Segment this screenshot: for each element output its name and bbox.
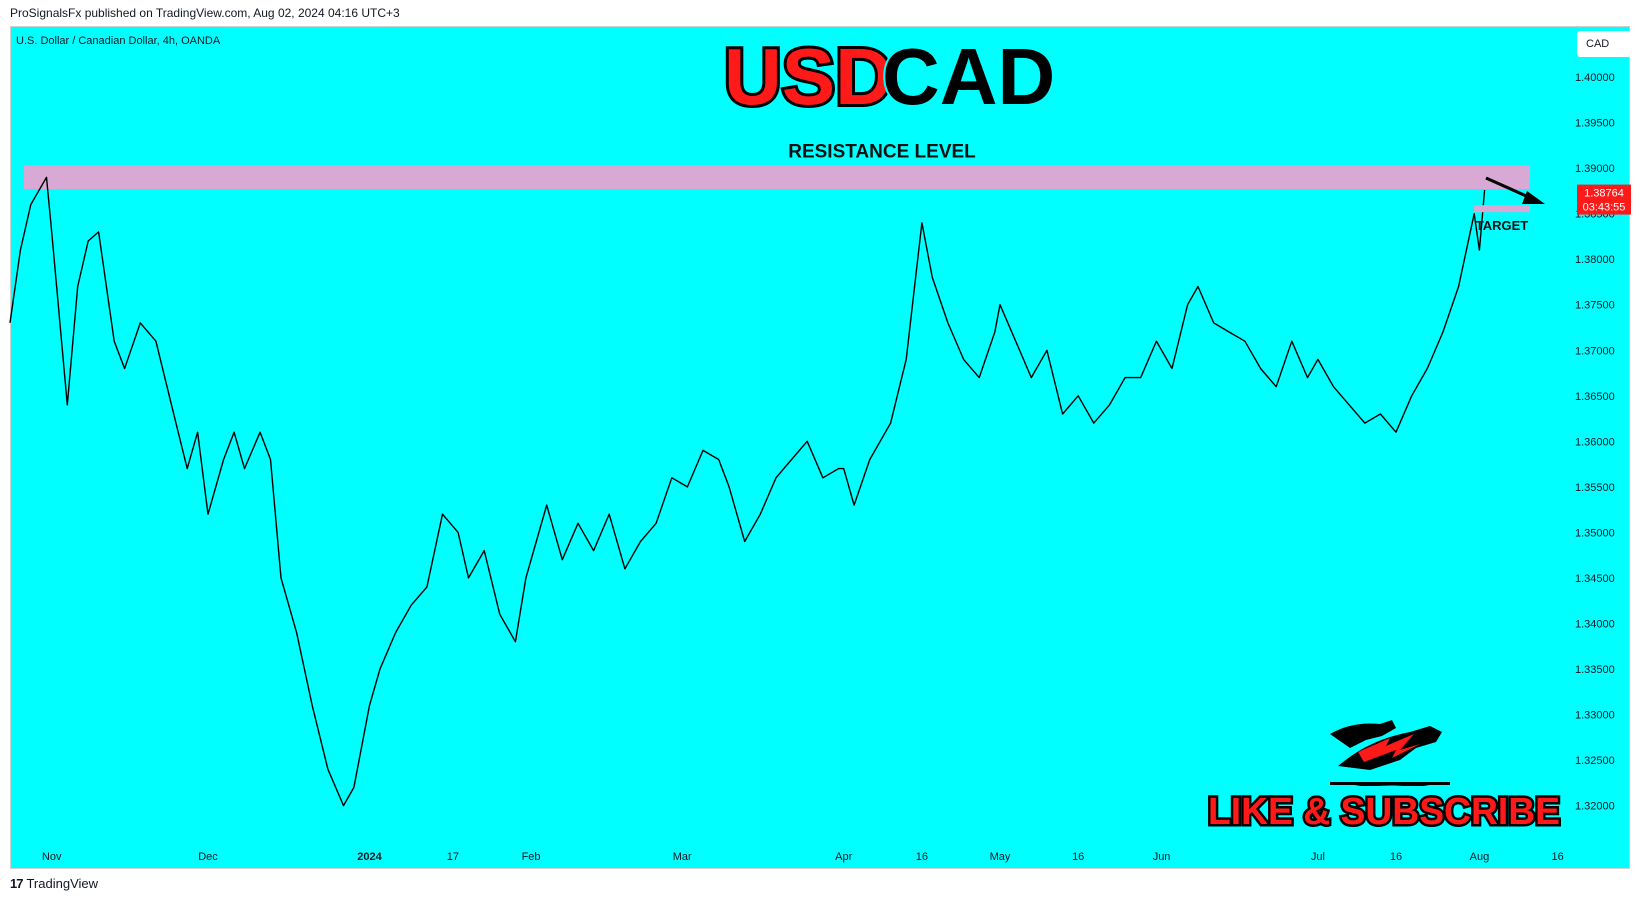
- y-tick-label: 1.35000: [1575, 527, 1615, 539]
- y-tick-label: 1.37000: [1575, 345, 1615, 357]
- x-tick-label: 16: [1072, 851, 1084, 863]
- x-tick-label: Aug: [1470, 851, 1490, 863]
- x-tick-label: Dec: [198, 851, 218, 863]
- tradingview-brand[interactable]: TradingView: [26, 876, 99, 891]
- y-tick-label: 1.39500: [1575, 118, 1615, 130]
- x-tick-label: Nov: [42, 851, 62, 863]
- x-tick-label: May: [990, 851, 1011, 863]
- like-subscribe-text: LIKE & SUBSCRIBE: [1208, 791, 1560, 833]
- x-tick-label: Jun: [1153, 851, 1171, 863]
- y-tick-label: 1.40000: [1575, 72, 1615, 84]
- publisher-header: ProSignalsFx published on TradingView.co…: [10, 6, 400, 20]
- x-tick-label: 16: [1551, 851, 1563, 863]
- resistance-label: RESISTANCE LEVEL: [788, 141, 976, 162]
- target-label: TARGET: [1476, 218, 1529, 233]
- bar-countdown-label: 03:43:55: [1583, 202, 1626, 214]
- x-tick-label: Jul: [1311, 851, 1325, 863]
- y-tick-label: 1.34000: [1575, 618, 1615, 630]
- title-usd: USD: [724, 32, 893, 121]
- chart-title: USD CAD: [721, 29, 1057, 124]
- x-tick-label: 16: [916, 851, 928, 863]
- current-price-tag: 1.38764 03:43:55: [1577, 184, 1631, 215]
- y-tick-label: 1.33500: [1575, 664, 1615, 676]
- target-zone[interactable]: [1474, 205, 1530, 213]
- tradingview-logo-icon: 17: [10, 876, 24, 891]
- price-series-line[interactable]: [9, 176, 1486, 807]
- y-tick-label: 1.32000: [1575, 801, 1615, 813]
- y-tick-label: 1.38000: [1575, 254, 1615, 266]
- y-tick-label: 1.36000: [1575, 436, 1615, 448]
- current-price-label: 1.38764: [1584, 188, 1624, 200]
- y-tick-label: 1.33000: [1575, 710, 1615, 722]
- x-tick-label: 2024: [357, 851, 382, 863]
- tradingview-footer: 17 TradingView: [10, 876, 98, 891]
- y-tick-label: 1.35500: [1575, 482, 1615, 494]
- y-tick-label: 1.32500: [1575, 755, 1615, 767]
- y-tick-label: 1.39000: [1575, 163, 1615, 175]
- title-cad: CAD: [882, 32, 1055, 121]
- y-tick-label: 1.36500: [1575, 391, 1615, 403]
- symbol-label: U.S. Dollar / Canadian Dollar, 4h, OANDA: [16, 35, 221, 47]
- subscribe-banner: LIKE & SUBSCRIBE: [1196, 720, 1566, 836]
- x-tick-label: Feb: [522, 851, 541, 863]
- x-tick-label: Mar: [673, 851, 692, 863]
- y-tick-label: 1.37500: [1575, 300, 1615, 312]
- x-tick-label: 17: [447, 851, 459, 863]
- resistance-zone[interactable]: [24, 165, 1530, 190]
- x-tick-label: Apr: [835, 851, 852, 863]
- bull-bear-icon: [1330, 720, 1450, 792]
- x-tick-label: 16: [1390, 851, 1402, 863]
- y-tick-label: 1.34500: [1575, 573, 1615, 585]
- currency-button[interactable]: CAD: [1577, 31, 1631, 57]
- arrow-icon: [1485, 176, 1545, 204]
